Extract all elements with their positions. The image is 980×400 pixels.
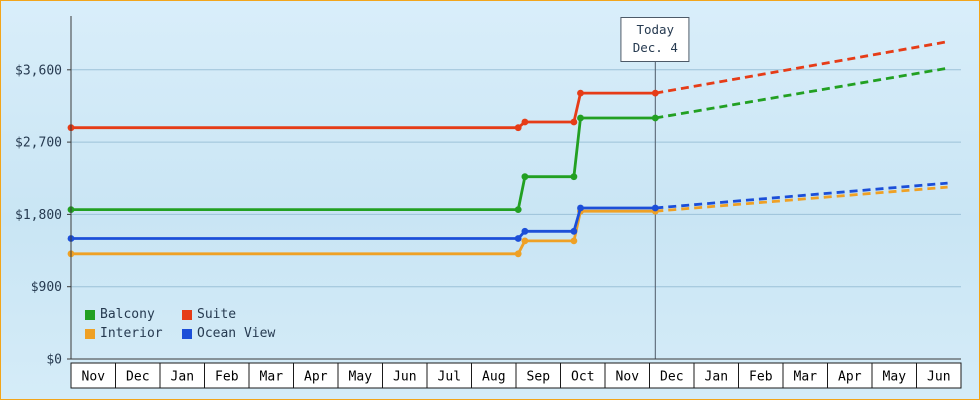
today-date: Dec. 4 (632, 40, 678, 56)
month-label: Apr (304, 370, 328, 385)
month-cell (693, 362, 739, 389)
month-label: Dec (126, 370, 149, 385)
month-cell (248, 362, 294, 389)
data-point-ocean-view (514, 235, 522, 242)
legend-item-suite: Suite (182, 307, 275, 322)
legend-label: Suite (197, 307, 237, 322)
month-cell (782, 362, 828, 389)
month-cell (293, 362, 339, 389)
data-point-balcony (651, 114, 659, 122)
data-point-balcony (521, 173, 529, 181)
legend-label: Balcony (100, 307, 155, 322)
month-label: Apr (838, 370, 862, 385)
month-label: Dec (660, 370, 683, 385)
month-cell (827, 362, 873, 389)
data-point-balcony (570, 173, 578, 181)
month-label: Aug (482, 370, 505, 385)
data-point-ocean-view (521, 227, 529, 235)
legend-item-interior: Interior (85, 326, 182, 341)
data-point-suite (651, 89, 659, 97)
month-label: Sep (527, 370, 551, 385)
y-axis-label: $0 (46, 353, 62, 368)
series-line-interior (71, 209, 656, 256)
month-label: Feb (215, 370, 239, 385)
legend-swatch-suite (182, 309, 192, 320)
month-cell (204, 362, 250, 389)
data-point-suite (521, 118, 529, 126)
month-cell (115, 362, 161, 389)
series-line-suite (71, 91, 656, 130)
month-label: May (883, 370, 907, 385)
month-cell (560, 362, 606, 389)
data-point-ocean-view (651, 204, 659, 212)
data-point-ocean-view (570, 227, 578, 235)
month-cell (159, 362, 205, 389)
month-label: Jul (438, 370, 461, 385)
y-axis-label: $1,800 (15, 208, 62, 223)
legend-label: Ocean View (197, 326, 276, 341)
series-line-ocean-view (71, 206, 656, 240)
month-label: Nov (616, 370, 640, 385)
data-point-interior (521, 237, 529, 245)
month-cell (70, 362, 116, 389)
month-label: Feb (749, 370, 773, 385)
month-label: Jan (171, 370, 194, 385)
today-label: Today (636, 22, 675, 37)
forecast-line-interior (655, 185, 948, 213)
forecast-line-ocean-view (655, 181, 948, 210)
y-axis-label: $2,700 (15, 136, 62, 151)
data-point-suite (514, 124, 522, 132)
y-axis-label: $3,600 (15, 63, 62, 78)
series-line-balcony (71, 116, 656, 211)
data-point-balcony (514, 206, 522, 214)
month-label: Jan (705, 370, 728, 385)
data-point-interior (570, 237, 578, 245)
legend-swatch-balcony (85, 309, 95, 320)
today-marker-box: Today Dec. 4 (620, 17, 690, 63)
forecast-line-suite (655, 40, 948, 95)
month-label: Mar (260, 370, 284, 385)
month-label: Oct (571, 370, 594, 385)
data-point-suite (577, 89, 584, 97)
data-point-ocean-view (577, 204, 584, 212)
data-point-suite (570, 118, 578, 126)
forecast-line-balcony (655, 66, 948, 120)
month-label: Jun (393, 370, 416, 385)
month-label: May (349, 370, 373, 385)
legend-item-ocean-view: Ocean View (182, 326, 275, 341)
month-cell (515, 362, 561, 389)
data-point-interior (514, 250, 522, 258)
month-label: Mar (794, 370, 818, 385)
y-axis-label: $900 (31, 280, 62, 295)
legend: Balcony Suite Interior Ocean View (85, 307, 275, 341)
legend-swatch-interior (85, 328, 95, 339)
legend-label: Interior (100, 326, 163, 341)
month-cell (337, 362, 383, 389)
legend-item-balcony: Balcony (85, 307, 182, 322)
data-point-balcony (577, 114, 584, 122)
month-cell (471, 362, 517, 389)
month-cell (916, 362, 962, 389)
month-label: Jun (927, 370, 950, 385)
month-cell (426, 362, 472, 389)
legend-swatch-ocean-view (182, 328, 192, 339)
month-label: Nov (82, 370, 106, 385)
